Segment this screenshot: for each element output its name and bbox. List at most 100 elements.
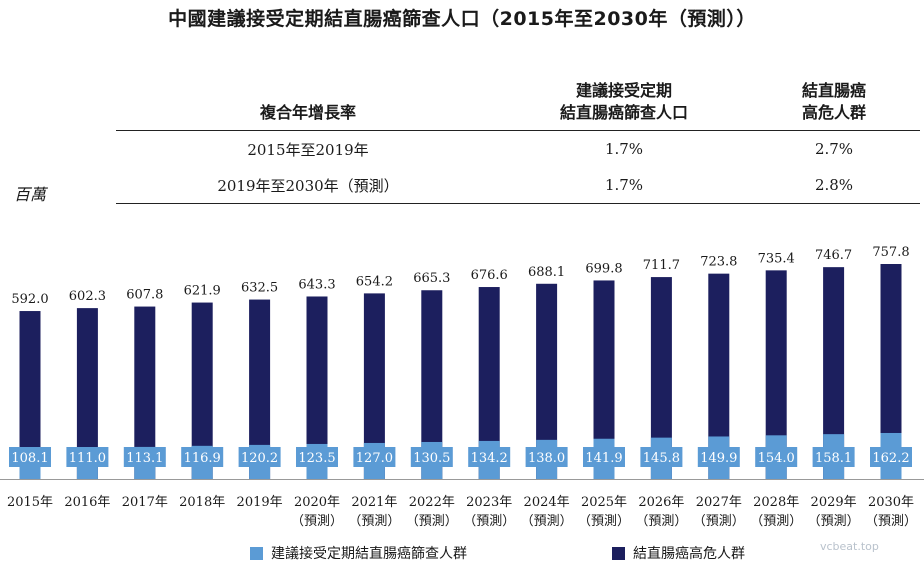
x-tick-note: （預測） xyxy=(521,514,573,529)
data-label-screening: 158.1 xyxy=(815,451,852,466)
data-label-high-risk: 699.8 xyxy=(585,261,622,276)
legend-swatch-screening xyxy=(250,546,263,560)
data-label-high-risk: 665.3 xyxy=(413,271,450,286)
data-label-box-screening xyxy=(123,447,166,467)
data-label-screening: 138.0 xyxy=(528,451,565,466)
x-tick-label: 2026年 xyxy=(638,495,684,510)
x-tick-note: （預測） xyxy=(865,514,917,529)
data-label-screening: 141.9 xyxy=(585,451,622,466)
bar-high-risk xyxy=(191,302,213,479)
bar-high-risk xyxy=(593,280,615,479)
x-tick-note: （預測） xyxy=(635,514,687,529)
data-label-high-risk: 757.8 xyxy=(872,245,909,260)
data-label-screening: 149.9 xyxy=(700,451,737,466)
legend-swatch-high-risk xyxy=(612,546,625,560)
data-label-screening: 116.9 xyxy=(184,451,221,466)
bar-high-risk xyxy=(76,308,98,479)
x-tick-label: 2027年 xyxy=(696,495,742,510)
x-tick-label: 2023年 xyxy=(466,495,512,510)
data-label-box-screening xyxy=(238,447,281,467)
x-tick-label: 2019年 xyxy=(237,495,283,510)
data-label-high-risk: 643.3 xyxy=(298,277,335,292)
bar-high-risk xyxy=(765,270,787,479)
cagr-high-risk-value: 2.7% xyxy=(814,140,854,158)
data-label-high-risk: 632.5 xyxy=(241,281,278,296)
watermark: vcbeat.top xyxy=(820,540,879,553)
cagr-period: 2015年至2019年 xyxy=(247,140,369,159)
legend-item-high-risk: 結直腸癌高危人群 xyxy=(612,543,745,563)
data-label-high-risk: 592.0 xyxy=(11,292,48,307)
x-tick-label: 2017年 xyxy=(122,495,168,510)
data-label-screening: 108.1 xyxy=(11,451,48,466)
data-label-box-screening xyxy=(755,447,798,467)
cagr-table-header: 複合年增長率 建議接受定期 結直腸癌篩查人口 結直腸癌 高危人群 xyxy=(116,66,920,131)
data-label-box-screening xyxy=(353,447,396,467)
x-tick-note: （預測） xyxy=(808,514,860,529)
cagr-header-screening-line2: 結直腸癌篩查人口 xyxy=(559,103,688,122)
data-label-box-screening xyxy=(296,447,338,467)
data-label-box-screening xyxy=(870,447,912,467)
data-label-screening: 145.8 xyxy=(643,451,680,466)
cagr-table: 複合年增長率 建議接受定期 結直腸癌篩查人口 結直腸癌 高危人群 2015年至2… xyxy=(116,66,920,204)
cagr-header-high-risk-line1: 結直腸癌 xyxy=(801,81,866,100)
cagr-period: 2019年至2030年（預測） xyxy=(217,176,399,195)
x-tick-label: 2020年 xyxy=(294,495,340,510)
bar-high-risk xyxy=(421,290,443,479)
x-tick-label: 2015年 xyxy=(7,495,53,510)
x-tick-label: 2016年 xyxy=(64,495,110,510)
data-label-box-screening xyxy=(640,447,683,467)
bar-high-risk xyxy=(823,267,845,479)
data-label-screening: 111.0 xyxy=(69,451,106,466)
legend-item-screening: 建議接受定期結直腸癌篩查人群 xyxy=(250,543,467,563)
bar-high-risk xyxy=(363,293,385,479)
data-label-screening: 127.0 xyxy=(356,451,393,466)
bar-high-risk xyxy=(306,296,328,479)
table-row: 2015年至2019年 1.7% 2.7% xyxy=(116,131,920,168)
unit-label: 百萬 xyxy=(14,185,47,204)
cagr-header-high-risk: 結直腸癌 高危人群 xyxy=(748,66,920,131)
data-label-box-screening xyxy=(181,447,224,467)
bar-high-risk xyxy=(19,311,41,479)
data-label-box-screening xyxy=(410,447,453,467)
bar-high-risk xyxy=(134,306,156,479)
cagr-screening-value: 1.7% xyxy=(604,176,644,194)
cagr-header-label: 複合年增長率 xyxy=(259,103,356,122)
cagr-header-screening: 建議接受定期 結直腸癌篩查人口 xyxy=(500,66,748,131)
x-tick-note: （預測） xyxy=(578,514,630,529)
data-label-high-risk: 688.1 xyxy=(528,265,565,280)
x-tick-note: （預測） xyxy=(406,514,458,529)
data-label-screening: 130.5 xyxy=(413,451,450,466)
bar-high-risk xyxy=(536,283,558,479)
data-label-screening: 123.5 xyxy=(298,451,335,466)
data-label-high-risk: 723.8 xyxy=(700,255,737,270)
data-label-high-risk: 735.4 xyxy=(758,251,795,266)
data-label-box-screening xyxy=(525,447,568,467)
x-tick-label: 2021年 xyxy=(351,495,397,510)
cagr-header-high-risk-line2: 高危人群 xyxy=(801,103,866,122)
bar-high-risk xyxy=(708,273,730,479)
x-tick-label: 2030年 xyxy=(868,495,914,510)
table-row: 2019年至2030年（預測） 1.7% 2.8% xyxy=(116,167,920,204)
bar-high-risk xyxy=(249,299,271,479)
data-label-high-risk: 621.9 xyxy=(184,284,221,299)
x-tick-label: 2028年 xyxy=(753,495,799,510)
data-label-box-screening xyxy=(9,447,51,467)
x-tick-note: （預測） xyxy=(693,514,745,529)
bar-high-risk xyxy=(478,287,500,479)
data-label-box-screening xyxy=(468,447,511,467)
x-tick-label: 2024年 xyxy=(524,495,570,510)
data-label-screening: 120.2 xyxy=(241,451,278,466)
data-label-screening: 113.1 xyxy=(126,451,163,466)
x-tick-label: 2022年 xyxy=(409,495,455,510)
x-tick-note: （預測） xyxy=(750,514,802,529)
bar-high-risk xyxy=(650,277,672,479)
data-label-high-risk: 654.2 xyxy=(356,274,393,289)
data-label-box-screening xyxy=(583,447,625,467)
data-label-screening: 134.2 xyxy=(471,451,508,466)
legend-label-high-risk: 結直腸癌高危人群 xyxy=(633,546,745,562)
x-tick-note: （預測） xyxy=(291,514,343,529)
cagr-header-screening-line1: 建議接受定期 xyxy=(575,81,672,100)
data-label-screening: 162.2 xyxy=(872,451,909,466)
data-label-box-screening xyxy=(66,447,109,467)
